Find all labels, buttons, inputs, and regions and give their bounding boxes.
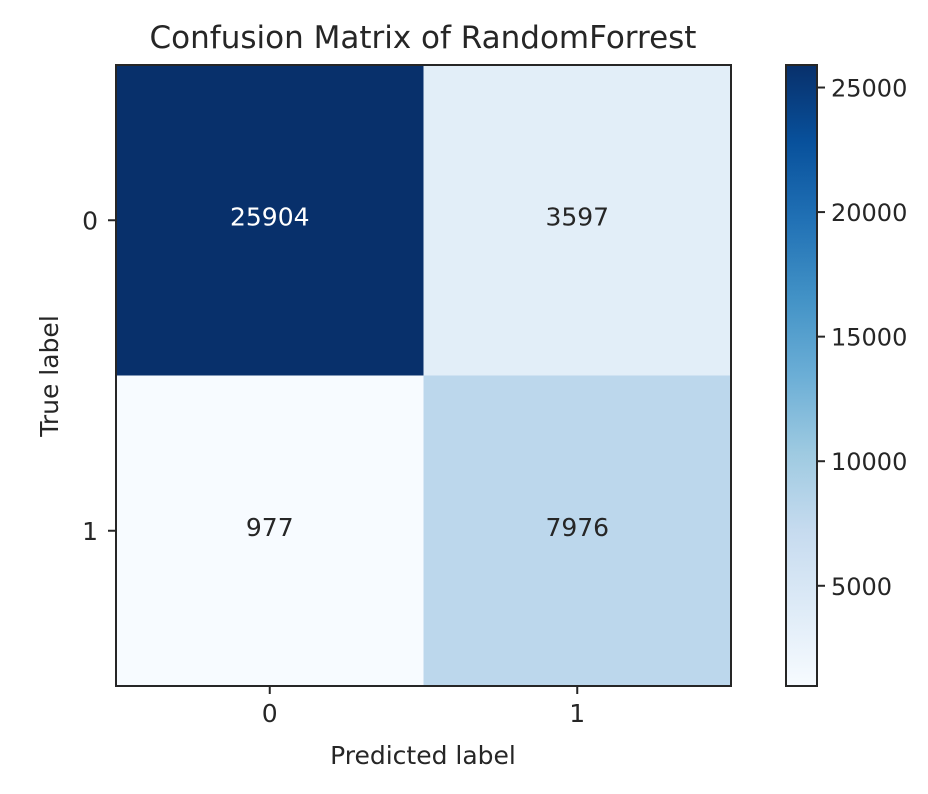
colorbar-tick-label: 20000 — [831, 199, 907, 227]
heatmap-cell — [423, 65, 731, 376]
colorbar-ticks: 5000 10000 15000 20000 25000 — [817, 75, 907, 601]
heatmap-cells: 25904 3597 977 7976 — [116, 65, 731, 686]
x-tick-label: 1 — [569, 699, 585, 728]
colorbar-tick-label: 5000 — [831, 573, 892, 601]
x-axis-label: Predicted label — [330, 741, 516, 770]
y-axis-label: True label — [35, 315, 64, 438]
heatmap-cell — [116, 375, 424, 686]
y-axis-ticks: 01 — [82, 206, 116, 546]
cell-value-label: 7976 — [545, 513, 609, 542]
colorbar-tick-label: 10000 — [831, 448, 907, 476]
cell-value-label: 3597 — [545, 202, 609, 231]
heatmap-cell — [423, 375, 731, 686]
y-tick-label: 1 — [82, 517, 98, 546]
colorbar-tick-label: 15000 — [831, 324, 907, 352]
heatmap-cell — [116, 65, 424, 376]
chart-title: Confusion Matrix of RandomForrest — [150, 20, 697, 56]
y-tick-label: 0 — [82, 206, 98, 235]
colorbar-tick-label: 25000 — [831, 75, 907, 103]
cell-value-label: 977 — [246, 513, 294, 542]
plot-frame — [115, 64, 732, 687]
x-tick-label: 0 — [262, 699, 278, 728]
cell-value-label: 25904 — [230, 202, 310, 231]
colorbar — [785, 64, 818, 687]
